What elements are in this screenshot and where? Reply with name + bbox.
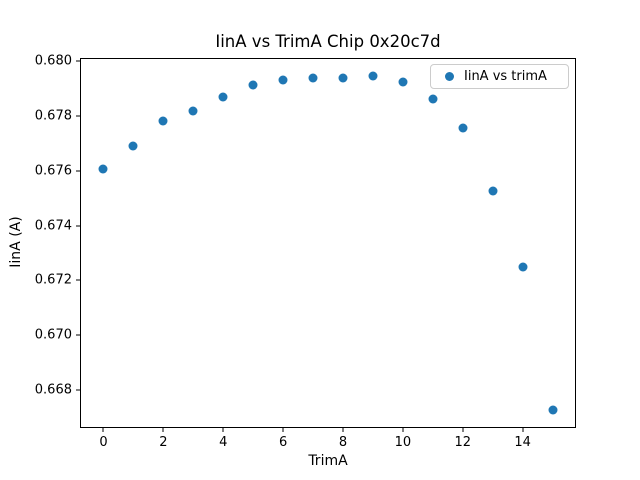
y-tick-label: 0.678 (34, 108, 72, 124)
x-tick-mark (462, 426, 464, 432)
x-tick-mark (522, 426, 524, 432)
y-tick-label: 0.680 (34, 53, 72, 69)
x-tick-mark (102, 426, 104, 432)
data-point (218, 92, 228, 102)
y-tick-mark (76, 170, 81, 172)
x-tick-label: 0 (99, 434, 108, 450)
data-point (398, 77, 408, 87)
y-tick-mark (76, 225, 81, 227)
x-tick-label: 14 (514, 434, 531, 450)
data-point (548, 405, 558, 415)
x-axis-label: TrimA (308, 453, 348, 469)
y-tick-mark (76, 60, 81, 62)
data-point (158, 116, 168, 126)
data-point (308, 73, 318, 83)
x-tick-mark (342, 426, 344, 432)
y-tick-label: 0.668 (34, 382, 72, 398)
x-tick-label: 10 (394, 434, 412, 450)
y-tick-mark (76, 279, 81, 281)
data-point (278, 75, 288, 85)
data-point (368, 71, 378, 81)
legend-label: IinA vs trimA (464, 68, 547, 84)
y-tick-label: 0.672 (34, 272, 72, 288)
y-tick-label: 0.670 (34, 327, 72, 343)
plot-area: IinA vs trimA 0 2 4 6 8 10 12 14 0.668 0.670 0.672… (35, 54, 576, 450)
data-point (518, 262, 528, 272)
y-tick-mark (76, 115, 81, 117)
data-point (428, 94, 438, 104)
x-tick-mark (162, 426, 164, 432)
y-tick-mark (76, 389, 81, 391)
y-tick-label: 0.676 (34, 163, 72, 179)
data-point (128, 141, 138, 151)
data-point (188, 106, 198, 116)
x-tick-mark (282, 426, 284, 432)
data-point (98, 164, 108, 174)
x-tick-mark (222, 426, 224, 432)
data-point (458, 123, 468, 133)
y-tick-label: 0.674 (34, 218, 72, 234)
x-tick-label: 12 (454, 434, 471, 450)
y-tick-mark (76, 334, 81, 336)
legend-marker-icon (445, 71, 454, 81)
legend: IinA vs trimA (430, 63, 569, 89)
y-axis-label: IinA (A) (8, 216, 24, 268)
x-tick-label: 6 (278, 434, 288, 450)
x-tick-mark (402, 426, 404, 432)
x-tick-label: 8 (338, 434, 348, 450)
x-tick-label: 4 (219, 434, 228, 450)
data-point (248, 80, 258, 90)
x-tick-label: 2 (159, 434, 168, 450)
chart-title: IinA vs TrimA Chip 0x20c7d (215, 32, 441, 51)
data-point (338, 73, 348, 83)
data-point (488, 186, 498, 196)
